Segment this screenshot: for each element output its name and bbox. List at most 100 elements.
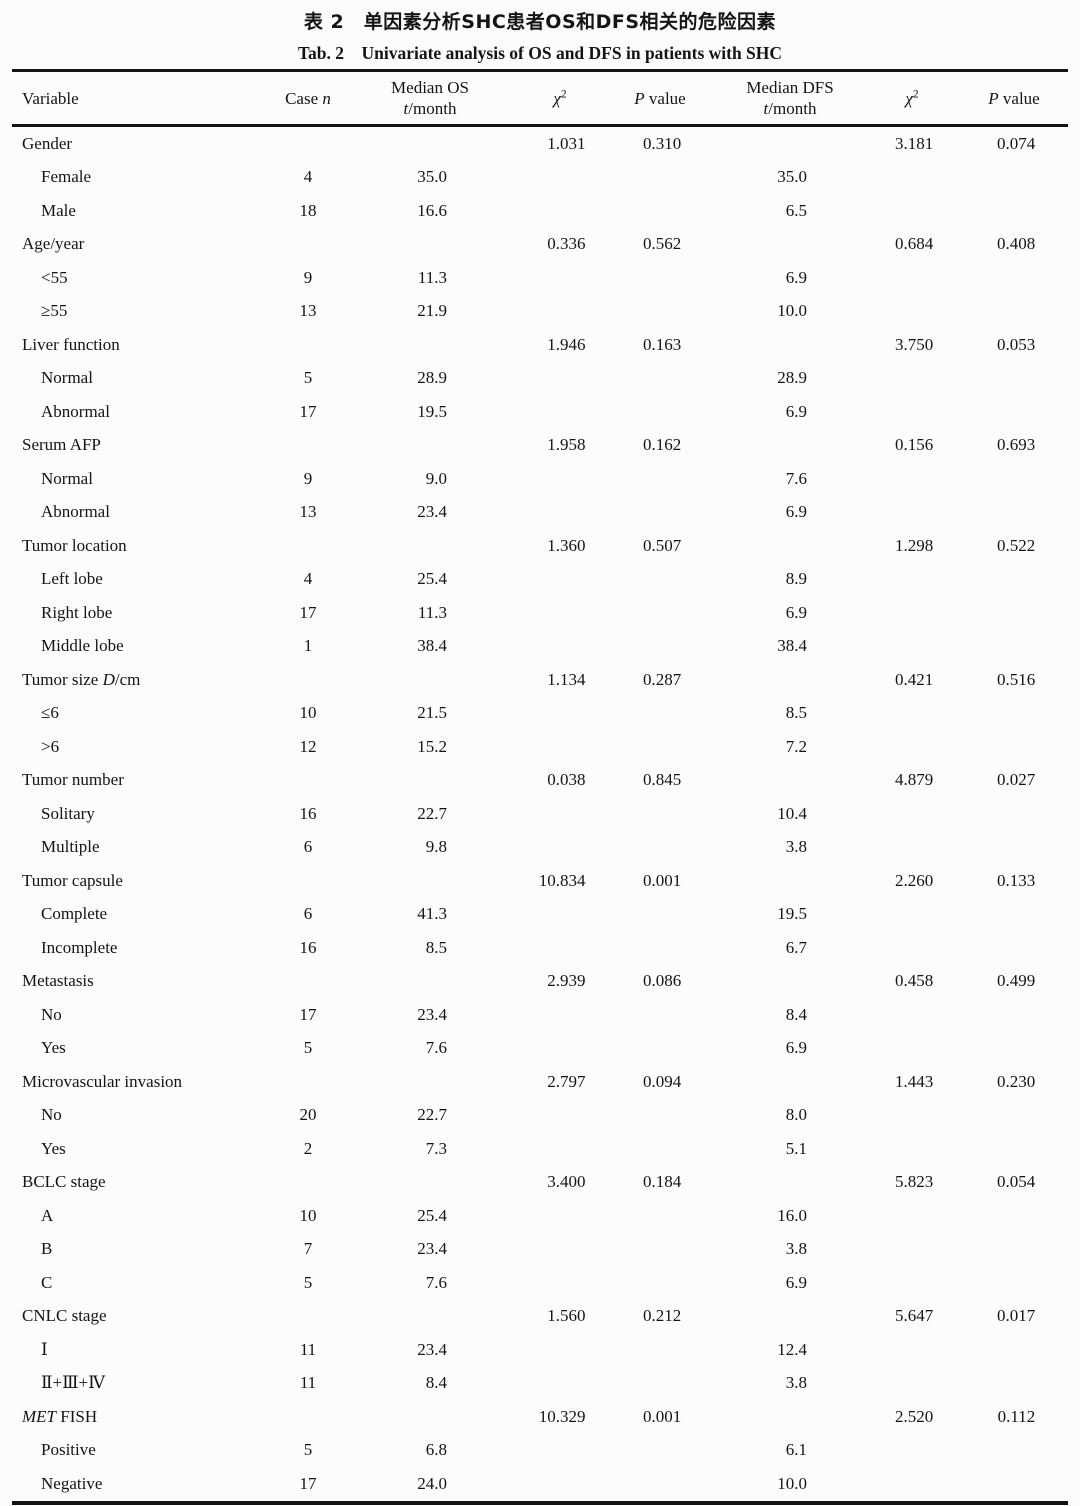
value-case: 2 <box>303 1138 313 1158</box>
cell-p_os <box>604 261 716 295</box>
cell-p_dfs <box>960 1099 1068 1133</box>
value-case: 9 <box>303 468 313 488</box>
value-case: 17 <box>299 1004 317 1024</box>
cell-os: 25.4 <box>344 563 516 597</box>
cell-p_os <box>604 1233 716 1267</box>
cell-case: 17 <box>272 1467 344 1503</box>
cell-chi2_dfs <box>864 730 960 764</box>
value-os: 22.7 <box>417 1105 447 1125</box>
variable-row: CNLC stage 1.560 0.212 5.647 0.017 <box>12 1300 1068 1334</box>
value-case: 20 <box>299 1105 317 1125</box>
value-chi2_dfs: 5.647 <box>895 1306 934 1326</box>
subgroup-row: Abnormal 17 19.5 6.9 <box>12 395 1068 429</box>
cell-dfs: 6.9 <box>716 1032 864 1066</box>
value-chi2_dfs: 1.298 <box>895 535 934 555</box>
cell-label: C <box>41 1272 53 1292</box>
value-case: 13 <box>299 301 317 321</box>
cell-label: Tumor number <box>22 770 124 790</box>
value-case: 17 <box>299 401 317 421</box>
variable-row: Tumor capsule 10.834 0.001 2.260 0.133 <box>12 864 1068 898</box>
value-dfs: 5.1 <box>785 1138 807 1158</box>
cell-p_os <box>604 730 716 764</box>
cell-chi2_dfs <box>864 1099 960 1133</box>
value-chi2_os: 1.134 <box>547 669 586 689</box>
value-os: 7.6 <box>425 1038 447 1058</box>
cell-dfs: 6.1 <box>716 1434 864 1468</box>
cell-chi2_dfs: 3.750 <box>864 328 960 362</box>
value-p_os: 0.001 <box>643 1406 682 1426</box>
cell-os: 8.5 <box>344 931 516 965</box>
cell-case: 2 <box>272 1132 344 1166</box>
value-os: 22.7 <box>417 803 447 823</box>
cell-chi2_os <box>516 496 604 530</box>
column-header-os: Median OS t/month <box>391 78 469 118</box>
value-dfs: 6.7 <box>785 937 807 957</box>
cell-chi2_os <box>516 161 604 195</box>
cell-chi2_os <box>516 1099 604 1133</box>
value-dfs: 35.0 <box>777 167 807 187</box>
table-header-row: Variable Case n Median OS t/month χ2 P value M… <box>12 70 1068 126</box>
cell-os: 23.4 <box>344 998 516 1032</box>
cell-chi2_dfs <box>864 1333 960 1367</box>
value-dfs: 38.4 <box>777 636 807 656</box>
cell-dfs: 19.5 <box>716 898 864 932</box>
cell-p_os <box>604 697 716 731</box>
value-case: 7 <box>303 1239 313 1259</box>
cell-p_os <box>604 1467 716 1503</box>
cell-p_os <box>604 496 716 530</box>
cell-p_dfs <box>960 630 1068 664</box>
cell-case: 4 <box>272 563 344 597</box>
value-dfs: 7.6 <box>785 468 807 488</box>
cell-chi2_os <box>516 362 604 396</box>
cell-os: 11.3 <box>344 261 516 295</box>
cell-p_dfs <box>960 1266 1068 1300</box>
value-dfs: 6.9 <box>785 1272 807 1292</box>
cell-dfs: 6.5 <box>716 194 864 228</box>
cell-chi2_os <box>516 898 604 932</box>
cell-p_os <box>604 630 716 664</box>
cell-chi2_os: 1.958 <box>516 429 604 463</box>
cell-p_dfs: 0.499 <box>960 965 1068 999</box>
cell-p_dfs <box>960 931 1068 965</box>
cell-case: 6 <box>272 898 344 932</box>
cell-p_os: 0.001 <box>604 1400 716 1434</box>
cell-case <box>272 429 344 463</box>
value-p_dfs: 0.499 <box>997 971 1036 991</box>
value-p_dfs: 0.522 <box>997 535 1036 555</box>
value-os: 19.5 <box>417 401 447 421</box>
cell-p_os <box>604 931 716 965</box>
value-dfs: 7.2 <box>785 736 807 756</box>
value-case: 4 <box>303 569 313 589</box>
cell-dfs: 28.9 <box>716 362 864 396</box>
value-dfs: 6.9 <box>785 602 807 622</box>
subgroup-row: No 20 22.7 8.0 <box>12 1099 1068 1133</box>
cell-os: 21.5 <box>344 697 516 731</box>
cell-chi2_os <box>516 563 604 597</box>
value-case: 5 <box>303 368 313 388</box>
value-p_dfs: 0.516 <box>997 669 1036 689</box>
cell-os <box>344 764 516 798</box>
cell-dfs <box>716 328 864 362</box>
cell-os: 38.4 <box>344 630 516 664</box>
cell-chi2_os <box>516 931 604 965</box>
cell-chi2_dfs <box>864 1233 960 1267</box>
cell-case: 16 <box>272 931 344 965</box>
cell-chi2_os <box>516 295 604 329</box>
cell-dfs: 8.4 <box>716 998 864 1032</box>
cell-p_os: 0.001 <box>604 864 716 898</box>
cell-case: 9 <box>272 261 344 295</box>
cell-os <box>344 228 516 262</box>
cell-dfs <box>716 1166 864 1200</box>
value-case: 16 <box>299 937 317 957</box>
cell-case: 13 <box>272 295 344 329</box>
value-dfs: 6.9 <box>785 267 807 287</box>
cell-chi2_dfs: 3.181 <box>864 126 960 161</box>
value-chi2_os: 1.360 <box>547 535 586 555</box>
variable-row: BCLC stage 3.400 0.184 5.823 0.054 <box>12 1166 1068 1200</box>
value-case: 6 <box>303 904 313 924</box>
value-os: 6.8 <box>425 1440 447 1460</box>
cell-case: 6 <box>272 831 344 865</box>
cell-dfs <box>716 1400 864 1434</box>
table-header: Variable Case n Median OS t/month χ2 P value M… <box>12 70 1068 126</box>
cell-chi2_dfs: 0.458 <box>864 965 960 999</box>
